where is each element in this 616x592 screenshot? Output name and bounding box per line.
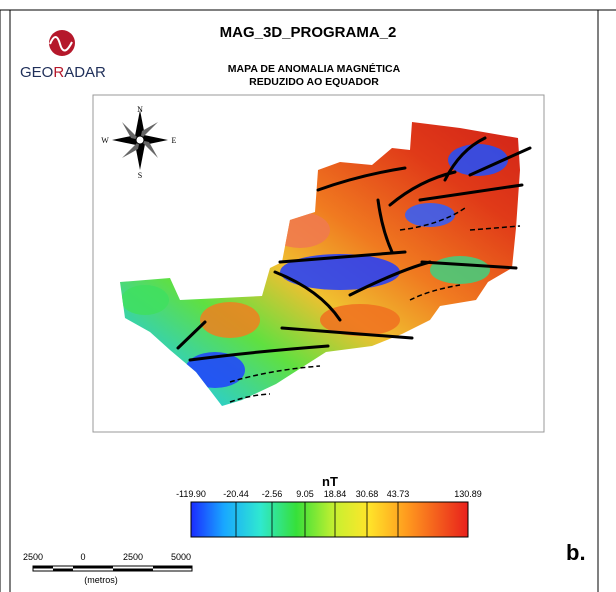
figure: MAG_3D_PROGRAMA_2 GEORADAR MAPA DE ANOMA… bbox=[0, 0, 616, 592]
scale-unit: (metros) bbox=[84, 575, 118, 585]
logo-text: GEORADAR bbox=[20, 64, 106, 81]
colorbar-label: -20.44 bbox=[223, 489, 249, 499]
map-title-1: MAPA DE ANOMALIA MAGNÉTICA bbox=[228, 62, 401, 75]
compass-w: W bbox=[101, 136, 109, 145]
legend-unit: nT bbox=[322, 474, 338, 489]
colorbar-label: 18.84 bbox=[324, 489, 347, 499]
colorbar-label: 9.05 bbox=[296, 489, 314, 499]
colorbar bbox=[191, 502, 468, 537]
colorbar-label: 130.89 bbox=[454, 489, 482, 499]
colorbar-label: 43.73 bbox=[387, 489, 410, 499]
compass-n: N bbox=[137, 105, 143, 114]
scale-label: 2500 bbox=[123, 552, 143, 562]
colorbar-label: -119.90 bbox=[176, 489, 206, 499]
logo: GEORADAR bbox=[20, 30, 106, 81]
scale-label: 5000 bbox=[171, 552, 191, 562]
scale-label: 0 bbox=[80, 552, 85, 562]
colorbar-label: 30.68 bbox=[356, 489, 379, 499]
scale-bar: 2500 0 2500 5000 (metros) bbox=[23, 552, 192, 585]
map-title-2: REDUZIDO AO EQUADOR bbox=[249, 76, 379, 88]
title: MAG_3D_PROGRAMA_2 bbox=[220, 24, 397, 41]
colorbar-label: -2.56 bbox=[262, 489, 283, 499]
compass-s: S bbox=[138, 171, 142, 180]
scale-label: 2500 bbox=[23, 552, 43, 562]
panel-label: b. bbox=[566, 540, 586, 565]
compass-e: E bbox=[172, 136, 177, 145]
